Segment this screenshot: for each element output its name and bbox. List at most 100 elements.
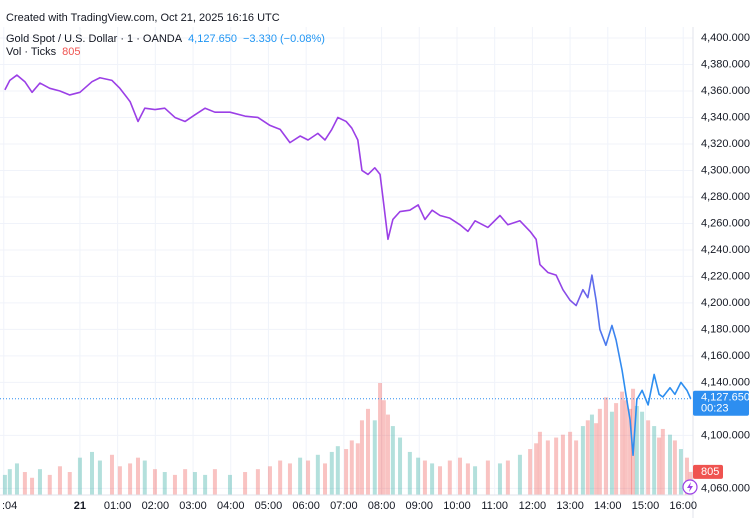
volume-bar <box>365 408 370 495</box>
volume-bar <box>385 414 390 495</box>
volume-bar <box>344 449 349 495</box>
y-tick-label: 4,320.000 <box>701 138 750 150</box>
volume-bar <box>457 457 462 495</box>
volume-bar <box>580 426 585 495</box>
x-tick-label: 13:00 <box>556 500 584 512</box>
volume-bar <box>335 446 340 495</box>
volume-bar <box>631 388 636 495</box>
volume-bar <box>407 451 412 495</box>
volume-bar <box>560 434 565 495</box>
volume-label: 805 <box>701 466 719 478</box>
volume-bar <box>589 414 594 495</box>
volume-bar <box>545 440 550 495</box>
volume-bar <box>203 474 208 495</box>
volume-bar <box>497 463 502 495</box>
y-tick-label: 4,340.000 <box>701 111 750 123</box>
volume-bar <box>465 463 470 495</box>
volume-bar <box>528 449 533 495</box>
legend-price: 4,127.650 <box>188 33 237 45</box>
y-tick-label: 4,220.000 <box>701 270 750 282</box>
y-tick-label: 4,360.000 <box>701 85 750 97</box>
volume-bar <box>603 397 608 495</box>
volume-bar <box>128 463 133 495</box>
volume-bar <box>668 434 673 495</box>
alert-icon-bolt <box>687 482 693 492</box>
volume-bar <box>672 440 677 495</box>
volume-bar <box>597 408 602 495</box>
volume-bar <box>390 426 395 495</box>
volume-bar <box>243 472 248 495</box>
volume-bar <box>67 472 72 495</box>
volume-bar <box>614 403 619 495</box>
volume-bar <box>684 457 689 495</box>
volume-bar <box>287 463 292 495</box>
volume-bar <box>37 469 42 495</box>
price-line <box>4 74 692 457</box>
volume-bars <box>2 383 693 495</box>
x-tick-label: 06:00 <box>292 500 320 512</box>
legend-volume-name: Vol · Ticks <box>6 46 57 58</box>
x-tick-label: 14:00 <box>594 500 622 512</box>
volume-bar <box>349 440 354 495</box>
volume-bar <box>77 457 82 495</box>
x-tick-label: 02:00 <box>142 500 170 512</box>
volume-bar <box>359 420 364 495</box>
volume-bar <box>192 472 197 495</box>
volume-bar <box>660 428 665 495</box>
volume-bar <box>109 454 114 495</box>
volume-bar <box>473 466 478 495</box>
volume-bar <box>378 383 383 495</box>
x-tick-label: 10:00 <box>443 500 471 512</box>
volume-bar <box>329 451 334 495</box>
volume-bar <box>657 437 662 495</box>
volume-bar <box>7 469 12 495</box>
y-tick-label: 4,400.000 <box>701 32 750 44</box>
volume-bar <box>172 474 177 495</box>
volume-bar <box>323 463 328 495</box>
countdown: 00:23 <box>701 403 729 415</box>
volume-bar <box>505 460 510 495</box>
volume-bar <box>585 420 590 495</box>
volume-bar <box>381 400 386 495</box>
volume-bar <box>554 437 559 495</box>
last-price-label: 4,127.650 <box>701 392 750 404</box>
volume-bar <box>574 440 579 495</box>
y-tick-label: 4,300.000 <box>701 164 750 176</box>
plot <box>4 74 692 457</box>
volume-bar <box>652 426 657 495</box>
volume-bar <box>255 469 260 495</box>
volume-bar <box>416 457 421 495</box>
volume-bar <box>640 411 645 495</box>
x-tick-label: 04:00 <box>217 500 245 512</box>
legend-main: Gold Spot / U.S. Dollar · 1 · OANDA 4,127… <box>6 33 325 45</box>
volume-bar <box>398 437 403 495</box>
x-tick-label: 21 <box>74 500 86 512</box>
x-tick-label: 15:00 <box>632 500 660 512</box>
volume-bar <box>634 405 639 495</box>
volume-bar <box>678 449 683 495</box>
volume-bar <box>227 474 232 495</box>
volume-bar <box>628 408 633 495</box>
volume-bar <box>485 460 490 495</box>
volume-bar <box>30 477 35 495</box>
volume-bar <box>47 474 52 495</box>
volume-bar <box>117 466 122 495</box>
volume-bar <box>142 460 147 495</box>
x-tick-label: 16:00 <box>669 500 697 512</box>
volume-bar <box>162 472 167 495</box>
volume-bar <box>212 469 217 495</box>
y-tick-label: 4,180.000 <box>701 323 750 335</box>
legend-name: Gold Spot / U.S. Dollar · 1 · OANDA <box>6 33 183 45</box>
volume-bar <box>14 463 19 495</box>
x-tick-label: 03:00 <box>179 500 207 512</box>
y-tick-label: 4,240.000 <box>701 244 750 256</box>
y-tick-label: 4,380.000 <box>701 58 750 70</box>
volume-bar <box>372 420 377 495</box>
volume-bar <box>267 466 272 495</box>
volume-bar <box>152 469 157 495</box>
volume-bar <box>2 474 7 495</box>
volume-bar <box>438 466 443 495</box>
